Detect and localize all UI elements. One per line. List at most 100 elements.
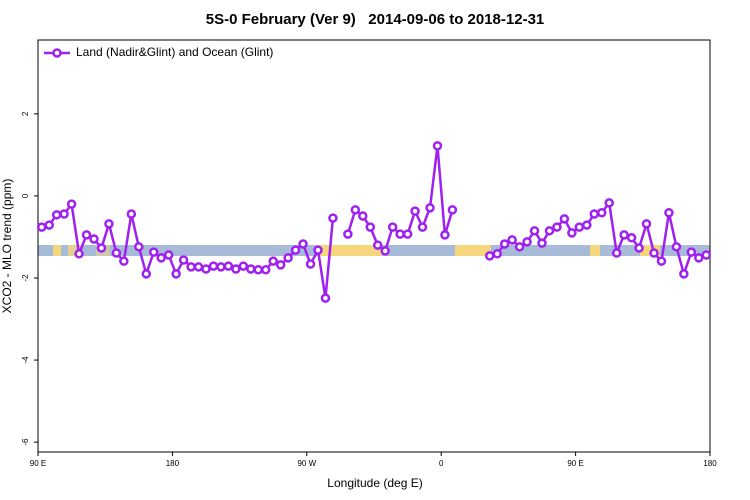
data-point xyxy=(395,229,405,239)
data-point xyxy=(626,233,637,243)
data-point xyxy=(119,256,129,266)
land-band xyxy=(455,245,491,256)
data-point xyxy=(694,253,704,263)
data-point xyxy=(44,220,54,230)
data-point xyxy=(671,242,682,252)
data-point xyxy=(492,249,502,259)
data-point xyxy=(358,211,368,221)
legend-label: Land (Nadir&Glint) and Ocean (Glint) xyxy=(76,45,273,59)
data-point xyxy=(619,230,629,240)
data-point xyxy=(193,262,204,272)
data-point xyxy=(596,208,607,218)
data-point xyxy=(417,222,428,232)
data-point xyxy=(365,222,376,232)
x-tick-label: 180 xyxy=(703,459,717,468)
data-point xyxy=(305,259,316,269)
land-band xyxy=(53,245,61,256)
data-point xyxy=(156,253,166,263)
data-point xyxy=(567,228,577,238)
x-tick-label: 180 xyxy=(166,459,180,468)
data-point xyxy=(484,251,495,261)
data-point xyxy=(656,256,667,266)
data-point xyxy=(380,246,390,256)
land-band xyxy=(68,245,82,256)
data-point xyxy=(96,243,107,253)
data-point xyxy=(268,256,278,266)
y-tick-label: -4 xyxy=(21,356,30,364)
plot-frame xyxy=(37,39,711,453)
x-tick-label: 90 W xyxy=(297,459,316,468)
data-point xyxy=(328,213,338,223)
data-point xyxy=(604,198,614,208)
data-point xyxy=(171,269,181,279)
y-tick-label: -2 xyxy=(21,274,30,282)
data-point xyxy=(589,209,600,219)
data-point xyxy=(89,234,99,244)
data-point xyxy=(283,253,293,263)
data-point xyxy=(36,222,47,232)
data-point xyxy=(544,226,555,236)
data-point xyxy=(134,242,144,252)
data-point xyxy=(507,235,517,245)
data-point xyxy=(664,208,674,218)
data-point xyxy=(432,141,443,151)
data-point xyxy=(537,238,547,248)
x-axis-label: Longitude (deg E) xyxy=(327,476,422,490)
data-point xyxy=(59,209,69,219)
y-tick-label: -6 xyxy=(21,438,30,446)
data-point xyxy=(51,210,62,220)
data-point xyxy=(387,222,398,232)
data-point xyxy=(372,240,383,250)
data-point xyxy=(350,205,361,215)
land-band xyxy=(590,245,600,256)
data-point xyxy=(514,242,525,252)
data-point xyxy=(111,248,122,258)
y-axis-label: XCO2 - MLO trend (ppm) xyxy=(0,179,14,314)
x-tick-label: 0 xyxy=(439,459,444,468)
x-tick-label: 90 E xyxy=(30,459,46,468)
data-point xyxy=(582,220,592,230)
data-point xyxy=(679,269,689,279)
data-point xyxy=(611,248,622,258)
data-point xyxy=(253,265,264,275)
data-point xyxy=(141,269,152,279)
data-point xyxy=(499,239,510,249)
y-tick-label: 2 xyxy=(21,111,30,116)
data-point xyxy=(552,222,562,232)
data-point xyxy=(686,247,697,257)
y-tick-label: 0 xyxy=(21,193,30,198)
data-point xyxy=(447,205,458,215)
data-point xyxy=(148,247,159,257)
data-point xyxy=(223,261,234,271)
data-point xyxy=(201,264,211,274)
data-point xyxy=(425,203,435,213)
data-point xyxy=(522,237,532,247)
data-point xyxy=(313,245,323,255)
data-point xyxy=(529,226,540,236)
data-point xyxy=(275,260,286,270)
data-point xyxy=(66,199,77,209)
data-point xyxy=(559,214,570,224)
data-point xyxy=(290,245,301,255)
chart-title: 5S-0 February (Ver 9) 2014-09-06 to 2018… xyxy=(206,11,545,28)
data-point xyxy=(440,230,450,240)
data-point xyxy=(298,239,308,249)
data-point xyxy=(186,262,196,272)
data-point xyxy=(574,222,585,232)
data-point xyxy=(343,229,353,239)
data-point xyxy=(410,206,420,216)
land-band xyxy=(318,245,382,256)
data-point xyxy=(178,255,189,265)
data-point xyxy=(208,261,219,271)
data-point xyxy=(246,264,256,274)
data-point xyxy=(634,243,644,253)
data-point xyxy=(126,209,137,219)
data-point xyxy=(701,250,712,260)
data-point xyxy=(649,248,659,258)
data-point xyxy=(81,230,92,240)
legend-marker xyxy=(52,48,62,58)
x-tick-label: 90 E xyxy=(567,459,583,468)
data-point xyxy=(320,293,331,303)
data-point xyxy=(163,250,174,260)
data-point xyxy=(641,219,652,229)
